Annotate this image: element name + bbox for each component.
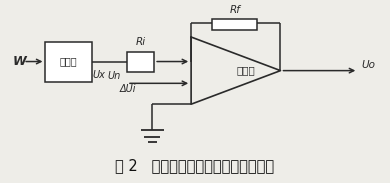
- Text: Rf: Rf: [229, 5, 240, 15]
- Text: Ri: Ri: [136, 37, 145, 47]
- Text: Uo: Uo: [361, 60, 375, 70]
- Text: 传感器: 传感器: [60, 57, 78, 67]
- Bar: [45, 42, 92, 81]
- Text: Ux: Ux: [93, 70, 106, 80]
- Text: 放大镜: 放大镜: [236, 65, 255, 75]
- Bar: [127, 52, 154, 72]
- Bar: [213, 19, 257, 30]
- Text: 图 2   传感器和放大器组成的硬件系统: 图 2 传感器和放大器组成的硬件系统: [115, 158, 275, 173]
- Text: W: W: [12, 55, 26, 68]
- Text: Un: Un: [108, 71, 121, 81]
- Text: ΔUi: ΔUi: [119, 84, 136, 94]
